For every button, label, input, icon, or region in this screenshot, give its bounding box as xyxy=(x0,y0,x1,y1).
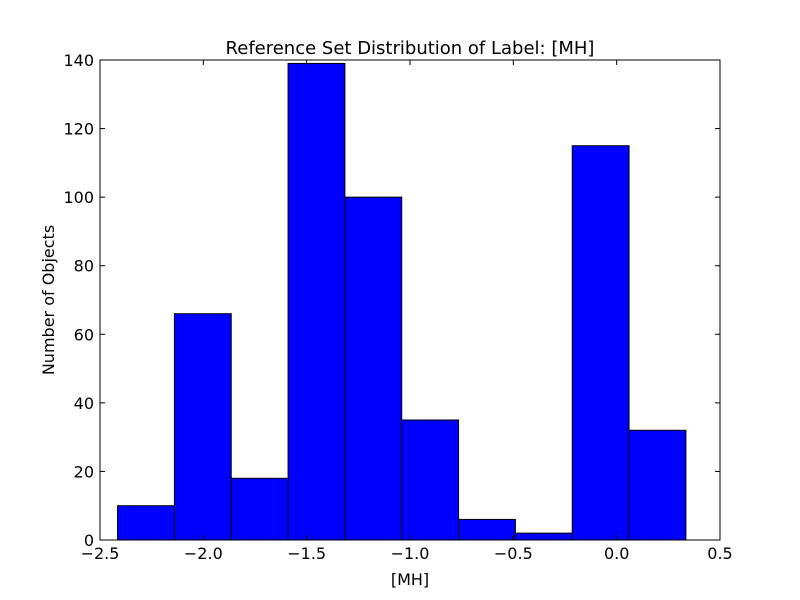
chart-title: Reference Set Distribution of Label: [MH… xyxy=(226,38,595,59)
histogram-bar-10 xyxy=(628,429,687,541)
histogram-bar-9 xyxy=(571,145,630,541)
x-tick-label: 0.0 xyxy=(604,544,629,563)
bars-group xyxy=(117,62,687,541)
y-tick-label: 0 xyxy=(84,531,94,550)
y-tick-label: 60 xyxy=(74,325,94,344)
x-tick-label: −2.5 xyxy=(81,544,120,563)
y-tick-label: 40 xyxy=(74,394,94,413)
histogram-bar-1 xyxy=(117,505,175,541)
x-tick-label: −0.5 xyxy=(494,544,533,563)
y-axis-ticks: 0 20 40 60 80 100 120 140 xyxy=(63,51,720,550)
x-tick-label: −1.5 xyxy=(287,544,326,563)
y-tick-label: 80 xyxy=(74,257,94,276)
x-tick-label: −1.0 xyxy=(391,544,430,563)
histogram-bar-3 xyxy=(230,477,289,541)
histogram-bar-7 xyxy=(458,518,516,541)
histogram-bar-6 xyxy=(401,419,460,541)
y-tick-label: 20 xyxy=(74,462,94,481)
y-tick-label: 100 xyxy=(63,188,94,207)
x-tick-label: −2.0 xyxy=(184,544,223,563)
y-tick-label: 120 xyxy=(63,120,94,139)
histogram-bar-5 xyxy=(344,196,403,541)
x-axis-label: [MH] xyxy=(391,570,429,589)
x-axis-ticks: −2.5 −2.0 −1.5 −1.0 −0.5 0.0 0.5 xyxy=(81,60,733,563)
histogram-bar-2 xyxy=(173,313,232,541)
x-tick-label: 0.5 xyxy=(707,544,732,563)
y-axis-label: Number of Objects xyxy=(39,225,58,375)
histogram-bar-8 xyxy=(514,532,573,541)
histogram-bar-4 xyxy=(287,62,346,541)
y-tick-label: 140 xyxy=(63,51,94,70)
